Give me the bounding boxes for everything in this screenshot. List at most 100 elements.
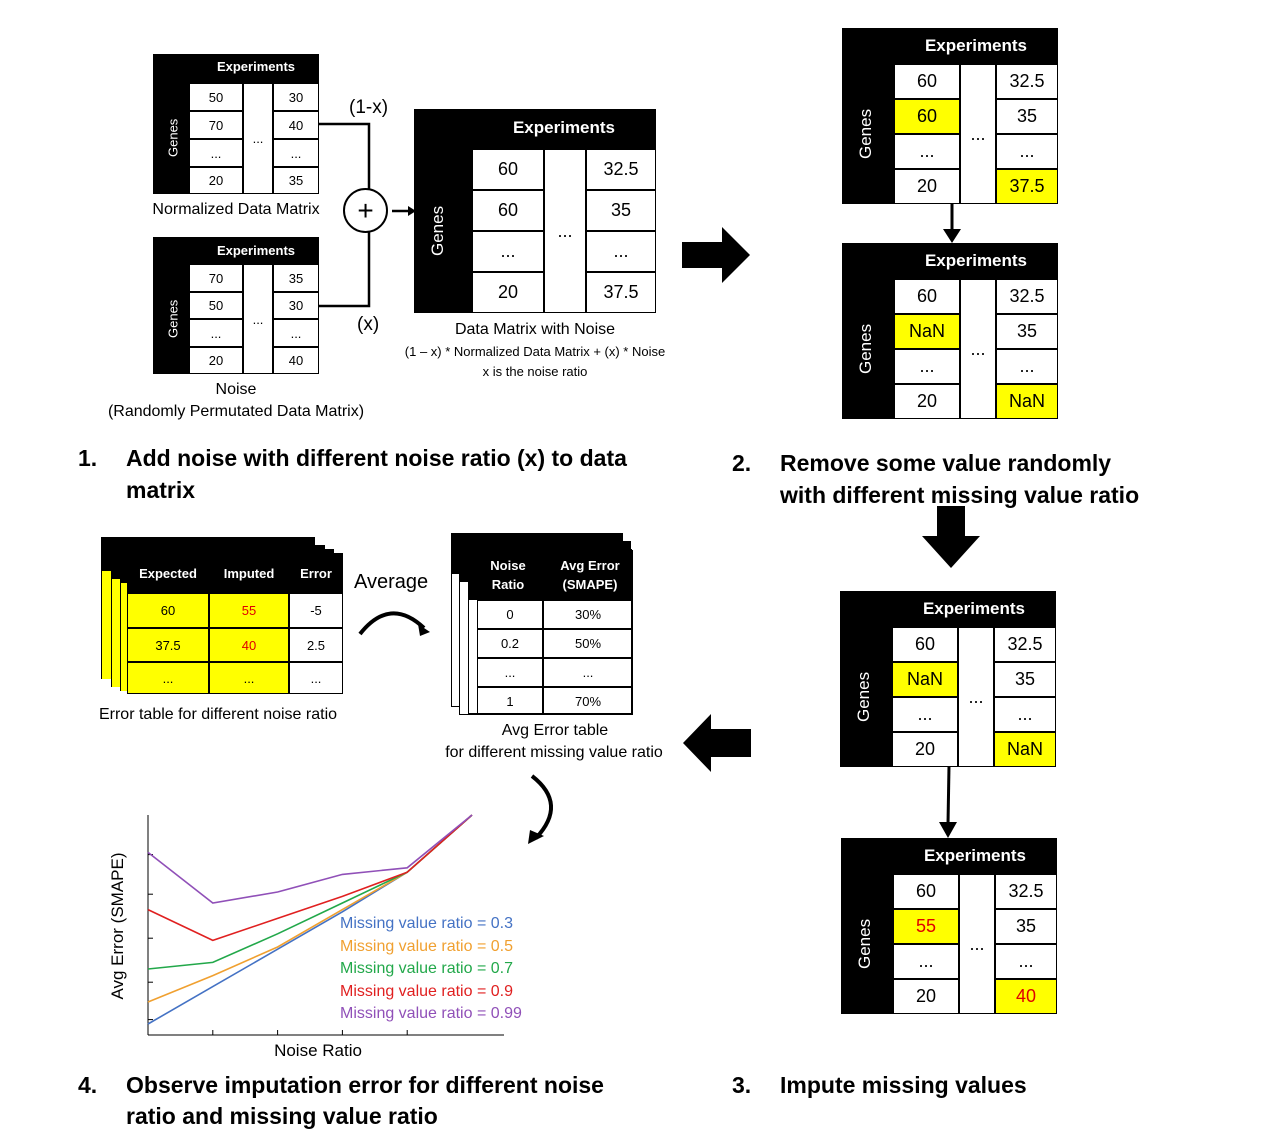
matrix-header: Experiments [924,251,1028,270]
matrix-cell: ... [995,944,1057,979]
table-cell: ... [477,658,543,687]
matrix-cell: 60 [894,64,960,99]
table-cell: 40 [209,628,289,662]
matrix-cell: 37.5 [586,272,656,313]
table-cell: 2.5 [289,628,343,662]
matrix-cell-highlighted: 37.5 [996,169,1058,204]
table-cell: -5 [289,593,343,628]
matrix-cell: 50 [189,292,243,319]
error-table: Expected Imputed Error 60 55 -5 37.5 40 … [127,553,343,694]
legend-entry: Missing value ratio = 0.5 [340,937,513,955]
legend-entry: Missing value ratio = 0.7 [340,960,513,977]
step4-text-line2: ratio and missing value ratio [126,1103,438,1129]
table-cell: ... [289,662,343,694]
table-cell: ... [209,662,289,694]
noisy-matrix-caption: Data Matrix with Noise [454,321,616,338]
legend-entry: Missing value ratio = 0.9 [340,982,513,1000]
matrix-cell: ... [894,134,960,169]
table-header: Error [289,553,343,593]
matrix-cell: 20 [189,347,243,374]
matrix-header: Experiments [922,599,1026,618]
noisy-matrix-note: x is the noise ratio [482,364,588,379]
series-line-4 [147,814,473,942]
step1-number: 1. [78,445,98,471]
table-cell: 50% [543,629,633,658]
right-arrow-icon [682,227,750,283]
matrix-cell: 20 [894,384,960,419]
matrix-side-label: Genes [856,108,875,160]
matrix-cell: 50 [189,83,243,111]
table-header: Noise Ratio [469,550,547,600]
matrix-cell: ... [996,134,1058,169]
curved-arrow-icon [358,611,430,636]
normalized-matrix: Experiments Genes 50 70 ... 20 ... 30 40… [153,54,319,194]
avg-table-caption: Avg Error table [501,722,609,739]
matrix-cell: 70 [189,111,243,139]
matrix-cell: 20 [189,167,243,194]
matrix-cell: ... [586,231,656,272]
step2-number: 2. [732,450,752,476]
matrix-cell-missing: NaN [994,732,1056,767]
avg-table-caption-sub: for different missing value ratio [445,744,663,761]
matrix-cell-missing: NaN [996,384,1058,419]
step2-matrix-missing: Experiments Genes 60 NaN ... 20 ... 32.5… [842,243,1058,419]
matrix-cell: 40 [273,347,319,374]
step4-number: 4. [78,1072,98,1098]
avg-error-table: Noise Ratio Avg Error (SMAPE) 0 30% 0.2 … [468,549,633,715]
matrix-cell: 35 [996,314,1058,349]
plus-circle: + [343,188,388,233]
matrix-cell-highlighted: 60 [894,99,960,134]
matrix-cell: 60 [472,149,544,190]
matrix-cell: 70 [189,264,243,292]
matrix-cell-imputed: 55 [893,909,959,944]
matrix-cell: 40 [273,111,319,139]
matrix-cell: 30 [273,83,319,111]
matrix-side-label: Genes [855,918,874,970]
matrix-cell: 35 [994,662,1056,697]
step3-number: 3. [732,1072,752,1098]
step3-matrix-missing: Experiments Genes 60 NaN ... 20 ... 32.5… [840,591,1056,767]
matrix-side-label: Genes [854,671,873,723]
matrix-cell: 35 [995,909,1057,944]
left-arrow-icon [683,714,751,772]
table-header: Avg Error (SMAPE) [547,550,633,600]
matrix-cell: ... [273,139,319,167]
noise-caption-subtitle: (Randomly Permutated Data Matrix) [107,403,365,420]
step2-text-line2: with different missing value ratio [780,482,1140,508]
table-cell: 60 [127,593,209,628]
matrix-side-label: Genes [165,118,181,157]
matrix-cell: 20 [893,979,959,1014]
matrix-header: Experiments [512,118,616,137]
matrix-cell: 60 [893,874,959,909]
matrix-cell: 35 [586,190,656,231]
noisy-matrix: Experiments Genes 60 60 ... 20 ... 32.5 … [414,109,656,313]
matrix-cell: ... [994,697,1056,732]
matrix-middle: ... [243,83,273,194]
table-cell: 1 [477,687,543,715]
matrix-middle: ... [960,279,996,419]
noise-matrix: Experiments Genes 70 50 ... 20 ... 35 30… [153,237,319,374]
matrix-cell: 60 [472,190,544,231]
table-header: Imputed [209,553,289,593]
curved-arrow-icon [528,774,553,844]
normalized-matrix-caption: Normalized Data Matrix [152,201,320,218]
step2-text-line1: Remove some value randomly [780,450,1112,476]
table-cell: 70% [543,687,633,715]
matrix-cell: ... [273,319,319,347]
matrix-header: Experiments [923,846,1027,865]
matrix-middle: ... [959,874,995,1014]
error-table-caption: Error table for different noise ratio [98,706,338,723]
matrix-side-label: Genes [856,323,875,375]
matrix-header: Experiments [924,36,1028,55]
matrix-header: Experiments [216,243,296,258]
table-cell: ... [543,658,633,687]
matrix-cell: ... [892,697,958,732]
line-chart [147,814,504,1036]
step1-text-line1: Add noise with different noise ratio (x)… [126,445,627,471]
matrix-cell-missing: NaN [894,314,960,349]
matrix-cell: 60 [894,279,960,314]
table-header: Expected [127,553,209,593]
matrix-cell: 32.5 [994,627,1056,662]
table-cell: 0 [477,600,543,629]
step2-matrix-original: Experiments Genes 60 60 ... 20 ... 32.5 … [842,28,1058,204]
